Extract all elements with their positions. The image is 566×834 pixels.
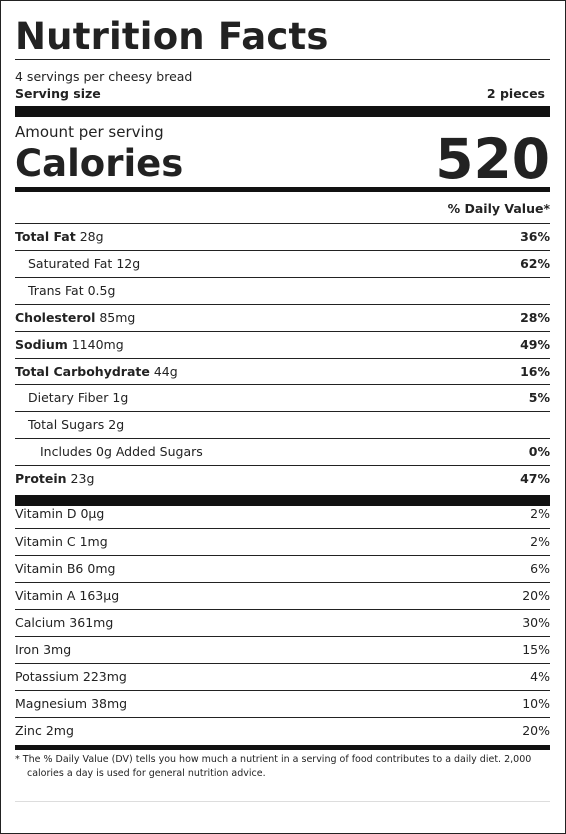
label-title: Nutrition Facts	[15, 15, 329, 58]
nutrient-row-total-carbohydrate: Total Carbohydrate 44g 16%	[15, 358, 550, 385]
nutrient-name: Total Carbohydrate	[15, 364, 150, 379]
vitamin-row: Vitamin B6 0mg 6%	[15, 555, 550, 582]
nutrient-amount: 1140mg	[71, 337, 124, 352]
footnote: * The % Daily Value (DV) tells you how m…	[15, 754, 532, 779]
vitamin-amount: 361mg	[69, 615, 114, 630]
nutrient-name: Protein	[15, 471, 67, 486]
vitamin-row: Iron 3mg 15%	[15, 636, 550, 663]
nutrient-row-total-fat: Total Fat 28g 36%	[15, 223, 550, 250]
nutrient-row-saturated-fat: Saturated Fat 12g 62%	[15, 250, 550, 277]
nutrient-row-cholesterol: Cholesterol 85mg 28%	[15, 304, 550, 331]
vitamin-amount: 2mg	[45, 723, 74, 738]
nutrient-dv: 0%	[528, 444, 550, 459]
thick-divider-vitamins	[15, 495, 550, 506]
nutrient-dv: 36%	[520, 229, 550, 244]
vitamin-dv: 10%	[522, 696, 550, 711]
vitamin-name: Iron	[15, 642, 40, 657]
nutrient-dv: 62%	[520, 256, 550, 271]
nutrient-row-added-sugars: Includes 0g Added Sugars 0%	[15, 438, 550, 465]
nutrient-name: Cholesterol	[15, 310, 96, 325]
vitamin-amount: 163µg	[79, 588, 120, 603]
nutrient-row-trans-fat: Trans Fat 0.5g	[15, 277, 550, 304]
vitamin-dv: 2%	[530, 534, 550, 549]
vitamin-row: Vitamin A 163µg 20%	[15, 582, 550, 609]
title-rule	[15, 59, 550, 60]
vitamin-row: Potassium 223mg 4%	[15, 663, 550, 690]
nutrient-amount: 44g	[153, 364, 178, 379]
vitamin-amount: 0mg	[87, 561, 116, 576]
vitamin-dv: 4%	[530, 669, 550, 684]
nutrient-amount: 12g	[116, 256, 141, 271]
vitamin-amount: 1mg	[79, 534, 108, 549]
footer-divider	[15, 745, 550, 750]
vitamin-dv: 20%	[522, 588, 550, 603]
thick-divider	[15, 106, 550, 117]
vitamin-dv: 6%	[530, 561, 550, 576]
vitamin-name: Vitamin C	[15, 534, 76, 549]
nutrient-row-dietary-fiber: Dietary Fiber 1g 5%	[15, 384, 550, 411]
medium-divider	[15, 187, 550, 192]
nutrient-name: Total Fat	[15, 229, 76, 244]
calories-value: 520	[435, 127, 550, 191]
nutrient-amount: 85mg	[99, 310, 136, 325]
nutrient-dv: 28%	[520, 310, 550, 325]
nutrient-name: Total Sugars	[28, 417, 105, 432]
vitamin-name: Magnesium	[15, 696, 88, 711]
nutrient-amount: 23g	[70, 471, 95, 486]
vitamin-amount: 38mg	[91, 696, 128, 711]
servings-per-container: 4 servings per cheesy bread	[15, 69, 193, 84]
serving-size-row: Serving size 2 pieces	[15, 85, 550, 103]
vitamin-row: Zinc 2mg 20%	[15, 717, 550, 744]
vitamin-dv: 15%	[522, 642, 550, 657]
vitamin-dv: 30%	[522, 615, 550, 630]
vitamin-row: Vitamin D 0µg 2%	[15, 501, 550, 528]
calories-label: Calories	[15, 142, 184, 185]
vitamin-name: Zinc	[15, 723, 42, 738]
vitamin-name: Vitamin A	[15, 588, 76, 603]
vitamin-amount: 3mg	[43, 642, 72, 657]
nutrient-amount: 28g	[79, 229, 104, 244]
bottom-rule	[15, 801, 550, 802]
vitamin-name: Calcium	[15, 615, 66, 630]
vitamin-name: Vitamin D	[15, 506, 77, 521]
serving-size-label: Serving size	[15, 86, 101, 101]
nutrient-name: Saturated Fat	[28, 256, 113, 271]
vitamin-amount: 223mg	[82, 669, 127, 684]
nutrient-dv: 47%	[520, 471, 550, 486]
nutrient-dv: 5%	[528, 390, 550, 405]
vitamin-dv: 20%	[522, 723, 550, 738]
nutrient-name: Trans Fat	[28, 283, 84, 298]
vitamin-amount: 0µg	[80, 506, 105, 521]
nutrient-amount: 2g	[108, 417, 125, 432]
nutrient-name: Sodium	[15, 337, 68, 352]
vitamin-row: Magnesium 38mg 10%	[15, 690, 550, 717]
vitamin-name: Potassium	[15, 669, 79, 684]
vitamin-row: Vitamin C 1mg 2%	[15, 528, 550, 555]
vitamin-row: Calcium 361mg 30%	[15, 609, 550, 636]
vitamin-dv: 2%	[530, 506, 550, 521]
nutrient-name: Dietary Fiber	[28, 390, 109, 405]
nutrient-amount: 0.5g	[87, 283, 116, 298]
nutrient-row-sodium: Sodium 1140mg 49%	[15, 331, 550, 358]
daily-value-header: % Daily Value*	[447, 201, 550, 216]
nutrient-row-total-sugars: Total Sugars 2g	[15, 411, 550, 438]
nutrient-row-protein: Protein 23g 47%	[15, 465, 550, 492]
nutrient-name: Includes 0g Added Sugars	[40, 444, 203, 459]
nutrient-dv: 16%	[520, 364, 550, 379]
serving-size-value: 2 pieces	[486, 86, 545, 101]
amount-per-serving: Amount per serving	[15, 123, 164, 141]
nutrient-dv: 49%	[520, 337, 550, 352]
nutrient-amount: 1g	[112, 390, 129, 405]
vitamin-name: Vitamin B6	[15, 561, 84, 576]
